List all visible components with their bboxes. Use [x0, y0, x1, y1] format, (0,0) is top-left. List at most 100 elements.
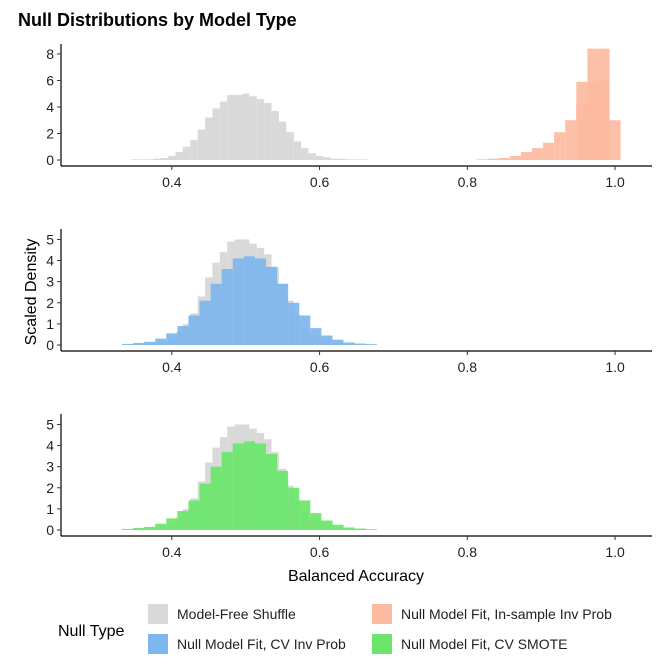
bar [509, 156, 521, 160]
y-tick-label: 0 [46, 522, 54, 538]
bar [354, 343, 366, 345]
bar [177, 511, 189, 530]
bar [301, 148, 309, 160]
bar [343, 342, 355, 345]
y-tick-label: 2 [46, 125, 54, 141]
panel-2: 0 1 2 3 4 5 0.4 0.6 0.8 1.0 [46, 229, 652, 375]
bar [219, 101, 228, 160]
bar [121, 343, 134, 345]
bar [121, 528, 134, 530]
legend-label: Null Model Fit, CV SMOTE [401, 636, 567, 652]
bar [144, 341, 156, 345]
bar [166, 518, 178, 530]
bar [266, 266, 278, 345]
bar [321, 335, 333, 345]
bar [254, 443, 266, 530]
bar [188, 500, 200, 530]
bar [288, 487, 300, 530]
bar [131, 159, 139, 160]
bar [531, 148, 544, 160]
bar [227, 95, 235, 160]
legend-label: Model-Free Shuffle [177, 606, 296, 622]
y-tick-label: 2 [46, 480, 54, 496]
y-tick-label: 6 [46, 72, 54, 88]
bar [205, 117, 213, 160]
bar [354, 528, 366, 530]
bar [343, 527, 355, 530]
bar [188, 315, 200, 345]
bar [199, 483, 211, 530]
bar [249, 96, 257, 160]
y-tick-label: 1 [46, 501, 54, 517]
bar [212, 108, 220, 160]
bar [286, 132, 294, 160]
x-tick-label: 0.8 [458, 359, 478, 375]
bar [293, 141, 302, 160]
y-tick-label: 0 [46, 337, 54, 353]
bar [232, 258, 244, 345]
bar [576, 81, 588, 160]
bar [199, 300, 211, 345]
bar [338, 158, 346, 160]
y-tick-label: 0 [46, 152, 54, 168]
x-tick-label: 0.8 [458, 544, 478, 560]
legend-key [148, 604, 168, 624]
y-tick-label: 5 [46, 416, 54, 432]
bar [182, 146, 191, 160]
bar [277, 283, 289, 345]
bar [345, 159, 353, 160]
y-tick-label: 4 [46, 253, 54, 269]
y-tick-label: 5 [46, 231, 54, 247]
bar [554, 132, 566, 160]
bar [315, 156, 324, 160]
y-tick-label: 4 [46, 99, 54, 115]
panels: 0 2 4 6 8 0.4 0.6 0.8 1.0 0 1 2 3 4 5 0.4 0.6 0.8 1.0 0 1 2 3 4… [46, 44, 652, 560]
bar [587, 48, 599, 160]
chart-title: Null Distributions by Model Type [18, 10, 297, 30]
x-tick-label: 1.0 [605, 174, 625, 190]
legend-title: Null Type [58, 623, 125, 640]
legend-key [148, 634, 168, 654]
bar [609, 120, 621, 160]
bar [271, 110, 279, 160]
bar [543, 142, 555, 160]
bar [153, 158, 161, 160]
bar [221, 451, 233, 530]
bar [256, 99, 265, 160]
bar [520, 152, 532, 160]
y-tick-label: 8 [46, 46, 54, 62]
legend: Null Type Model-Free Shuffle Null Model F… [58, 604, 612, 654]
bar [365, 529, 377, 530]
bar [133, 342, 145, 345]
bar [360, 159, 368, 160]
bar [323, 157, 331, 160]
legend-key [372, 634, 392, 654]
bar [565, 120, 577, 160]
bar [133, 527, 145, 530]
bar [288, 302, 300, 345]
bar [160, 158, 169, 160]
x-tick-label: 0.6 [310, 359, 330, 375]
bar [168, 156, 176, 160]
x-axis-title: Balanced Accuracy [288, 568, 424, 585]
bar [264, 103, 272, 160]
bar [332, 524, 344, 530]
legend-label: Null Model Fit, CV Inv Prob [177, 636, 346, 652]
bar [352, 159, 361, 160]
x-tick-label: 0.6 [310, 174, 330, 190]
bar [190, 140, 198, 160]
x-tick-label: 0.8 [458, 174, 478, 190]
y-axis-title: Scaled Density [23, 239, 40, 346]
bar [210, 283, 222, 345]
bar [243, 441, 255, 530]
y-tick-label: 3 [46, 274, 54, 290]
bar [177, 326, 189, 345]
bar [310, 513, 322, 530]
bar [145, 159, 154, 160]
bar [277, 470, 289, 530]
bar [498, 158, 510, 160]
bar [332, 339, 344, 345]
bar [299, 315, 311, 345]
y-tick-label: 3 [46, 459, 54, 475]
bar [310, 328, 322, 345]
